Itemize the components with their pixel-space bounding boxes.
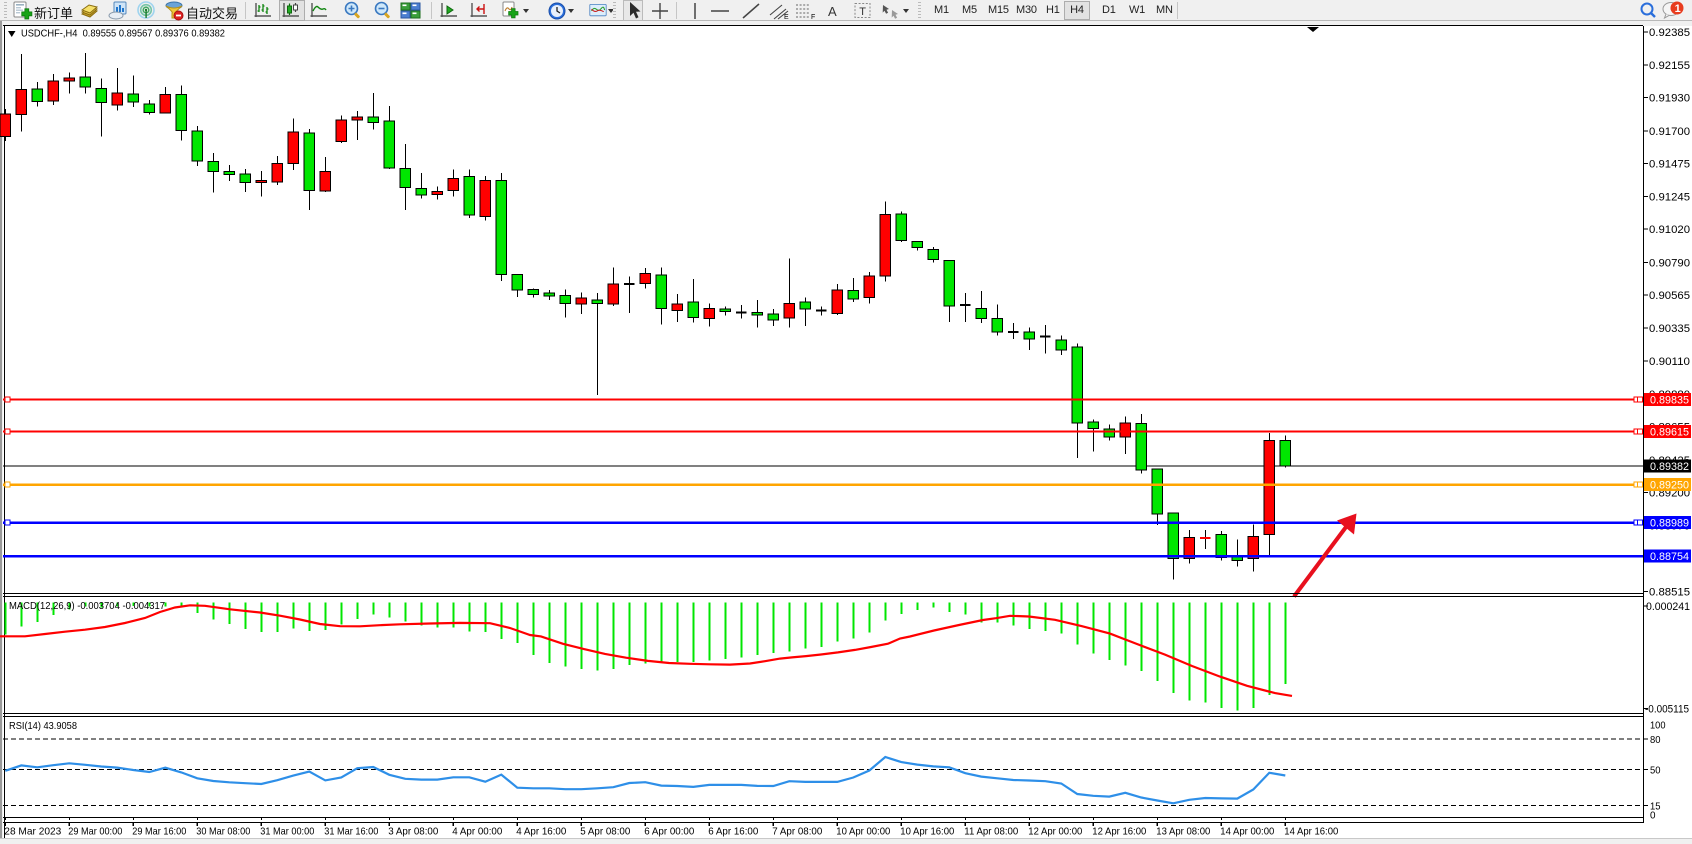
svg-text:USDCHF-,H4 0.89555 0.89567 0.: USDCHF-,H4 0.89555 0.89567 0.89376 0.893…	[21, 28, 225, 40]
svg-text:0.89835: 0.89835	[1650, 395, 1689, 407]
svg-text:0.000241: 0.000241	[1646, 601, 1690, 613]
svg-text:0.89382: 0.89382	[1650, 461, 1689, 473]
svg-text:0: 0	[1650, 810, 1656, 822]
svg-text:0.91245: 0.91245	[1649, 192, 1690, 204]
svg-text:0.88989: 0.88989	[1650, 518, 1689, 530]
svg-text:29 Mar 16:00: 29 Mar 16:00	[132, 826, 186, 838]
svg-text:30 Mar 08:00: 30 Mar 08:00	[196, 826, 250, 838]
svg-text:4 Apr 16:00: 4 Apr 16:00	[516, 826, 566, 838]
svg-text:0.88515: 0.88515	[1649, 586, 1690, 598]
svg-text:0.91475: 0.91475	[1649, 158, 1690, 170]
svg-text:5 Apr 08:00: 5 Apr 08:00	[580, 826, 630, 838]
svg-text:3 Apr 08:00: 3 Apr 08:00	[388, 826, 438, 838]
svg-text:E: E	[784, 14, 789, 21]
svg-text:7 Apr 08:00: 7 Apr 08:00	[772, 826, 822, 838]
svg-text:4 Apr 00:00: 4 Apr 00:00	[452, 826, 502, 838]
svg-text:0.89250: 0.89250	[1650, 480, 1689, 492]
svg-text:31 Mar 00:00: 31 Mar 00:00	[260, 826, 314, 838]
svg-text:80: 80	[1650, 734, 1661, 746]
svg-text:0.90335: 0.90335	[1649, 323, 1690, 335]
svg-text:MACD(12,26,9) -0.003704 -0.004: MACD(12,26,9) -0.003704 -0.004317	[9, 600, 165, 612]
svg-text:29 Mar 00:00: 29 Mar 00:00	[68, 826, 122, 838]
svg-text:0.92385: 0.92385	[1649, 27, 1690, 39]
svg-text:0.90790: 0.90790	[1649, 258, 1690, 270]
svg-text:14 Apr 00:00: 14 Apr 00:00	[1220, 826, 1274, 838]
svg-text:31 Mar 16:00: 31 Mar 16:00	[324, 826, 378, 838]
svg-text:10 Apr 16:00: 10 Apr 16:00	[900, 826, 954, 838]
svg-text:RSI(14) 43.9058: RSI(14) 43.9058	[9, 720, 77, 732]
svg-text:12 Apr 00:00: 12 Apr 00:00	[1028, 826, 1082, 838]
svg-text:-0.005115: -0.005115	[1645, 704, 1689, 716]
svg-text:T: T	[859, 6, 866, 18]
svg-text:1: 1	[1675, 3, 1681, 15]
svg-text:6 Apr 00:00: 6 Apr 00:00	[644, 826, 694, 838]
svg-text:0.91930: 0.91930	[1649, 93, 1690, 105]
svg-text:0.90565: 0.90565	[1649, 290, 1690, 302]
svg-text:0.92155: 0.92155	[1649, 60, 1690, 72]
svg-text:15: 15	[1650, 801, 1661, 813]
svg-text:28 Mar 2023: 28 Mar 2023	[4, 826, 61, 838]
svg-text:0.91020: 0.91020	[1649, 224, 1690, 236]
svg-text:13 Apr 08:00: 13 Apr 08:00	[1156, 826, 1210, 838]
svg-text:14 Apr 16:00: 14 Apr 16:00	[1284, 826, 1338, 838]
svg-text:0.91700: 0.91700	[1649, 126, 1690, 138]
svg-text:100: 100	[1650, 720, 1666, 732]
svg-text:6 Apr 16:00: 6 Apr 16:00	[708, 826, 758, 838]
svg-text:50: 50	[1650, 765, 1661, 777]
svg-text:F: F	[811, 14, 815, 21]
svg-text:10 Apr 00:00: 10 Apr 00:00	[836, 826, 890, 838]
svg-text:12 Apr 16:00: 12 Apr 16:00	[1092, 826, 1146, 838]
svg-text:0.89615: 0.89615	[1650, 427, 1689, 439]
svg-text:0.90110: 0.90110	[1649, 356, 1690, 368]
svg-text:0.88754: 0.88754	[1650, 551, 1689, 563]
svg-text:11 Apr 08:00: 11 Apr 08:00	[964, 826, 1018, 838]
